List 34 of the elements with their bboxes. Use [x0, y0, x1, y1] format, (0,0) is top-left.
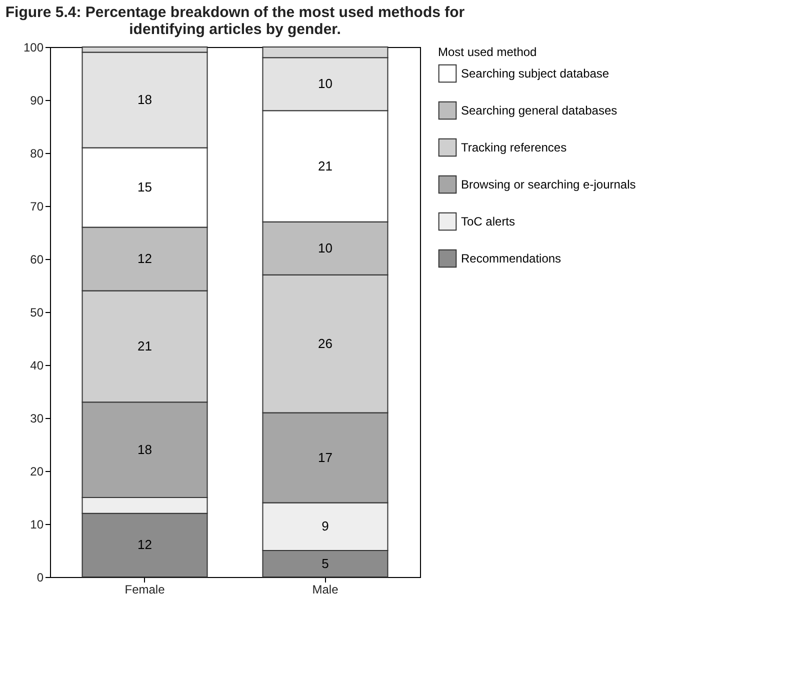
data-label: 5: [322, 556, 329, 571]
data-label: 17: [318, 450, 332, 465]
data-label: 15: [138, 179, 152, 194]
y-tick-label: 80: [30, 146, 44, 160]
chart-title: Figure 5.4: Percentage breakdown of the most used methods for identifying articles by gender.: [5, 4, 465, 38]
data-label: 12: [138, 537, 152, 552]
legend-label: Searching subject database: [461, 66, 610, 80]
legend-label: Browsing or searching e-journals: [461, 178, 636, 192]
data-label: 9: [322, 518, 329, 534]
legend-label: ToC alerts: [461, 214, 516, 228]
y-tick-label: 0: [36, 570, 44, 584]
data-label: 26: [318, 336, 332, 351]
legend-label: Searching general databases: [461, 104, 618, 118]
data-label: 21: [318, 158, 332, 174]
legend-label: Tracking references: [461, 140, 567, 154]
x-tick-label: Female: [124, 582, 166, 596]
data-label: 10: [318, 240, 332, 256]
data-label: 21: [138, 338, 152, 354]
y-tick-label: 100: [23, 40, 44, 54]
y-tick-label: 90: [30, 94, 44, 108]
y-tick-label: 10: [30, 518, 44, 532]
y-tick-label: 50: [30, 306, 44, 320]
y-tick-label: 40: [30, 358, 44, 372]
y-tick-label: 30: [30, 412, 44, 426]
data-label: 12: [138, 251, 152, 266]
data-label: 18: [138, 442, 152, 457]
y-tick-label: 20: [30, 464, 44, 478]
y-tick-label: 70: [30, 200, 44, 214]
legend-label: Recommendations: [461, 252, 562, 266]
data-label: 18: [138, 92, 152, 107]
legend-title: Most used method: [438, 45, 537, 59]
y-tick-label: 60: [30, 252, 44, 266]
x-tick-label: Male: [312, 582, 339, 596]
data-label: 10: [318, 76, 332, 92]
